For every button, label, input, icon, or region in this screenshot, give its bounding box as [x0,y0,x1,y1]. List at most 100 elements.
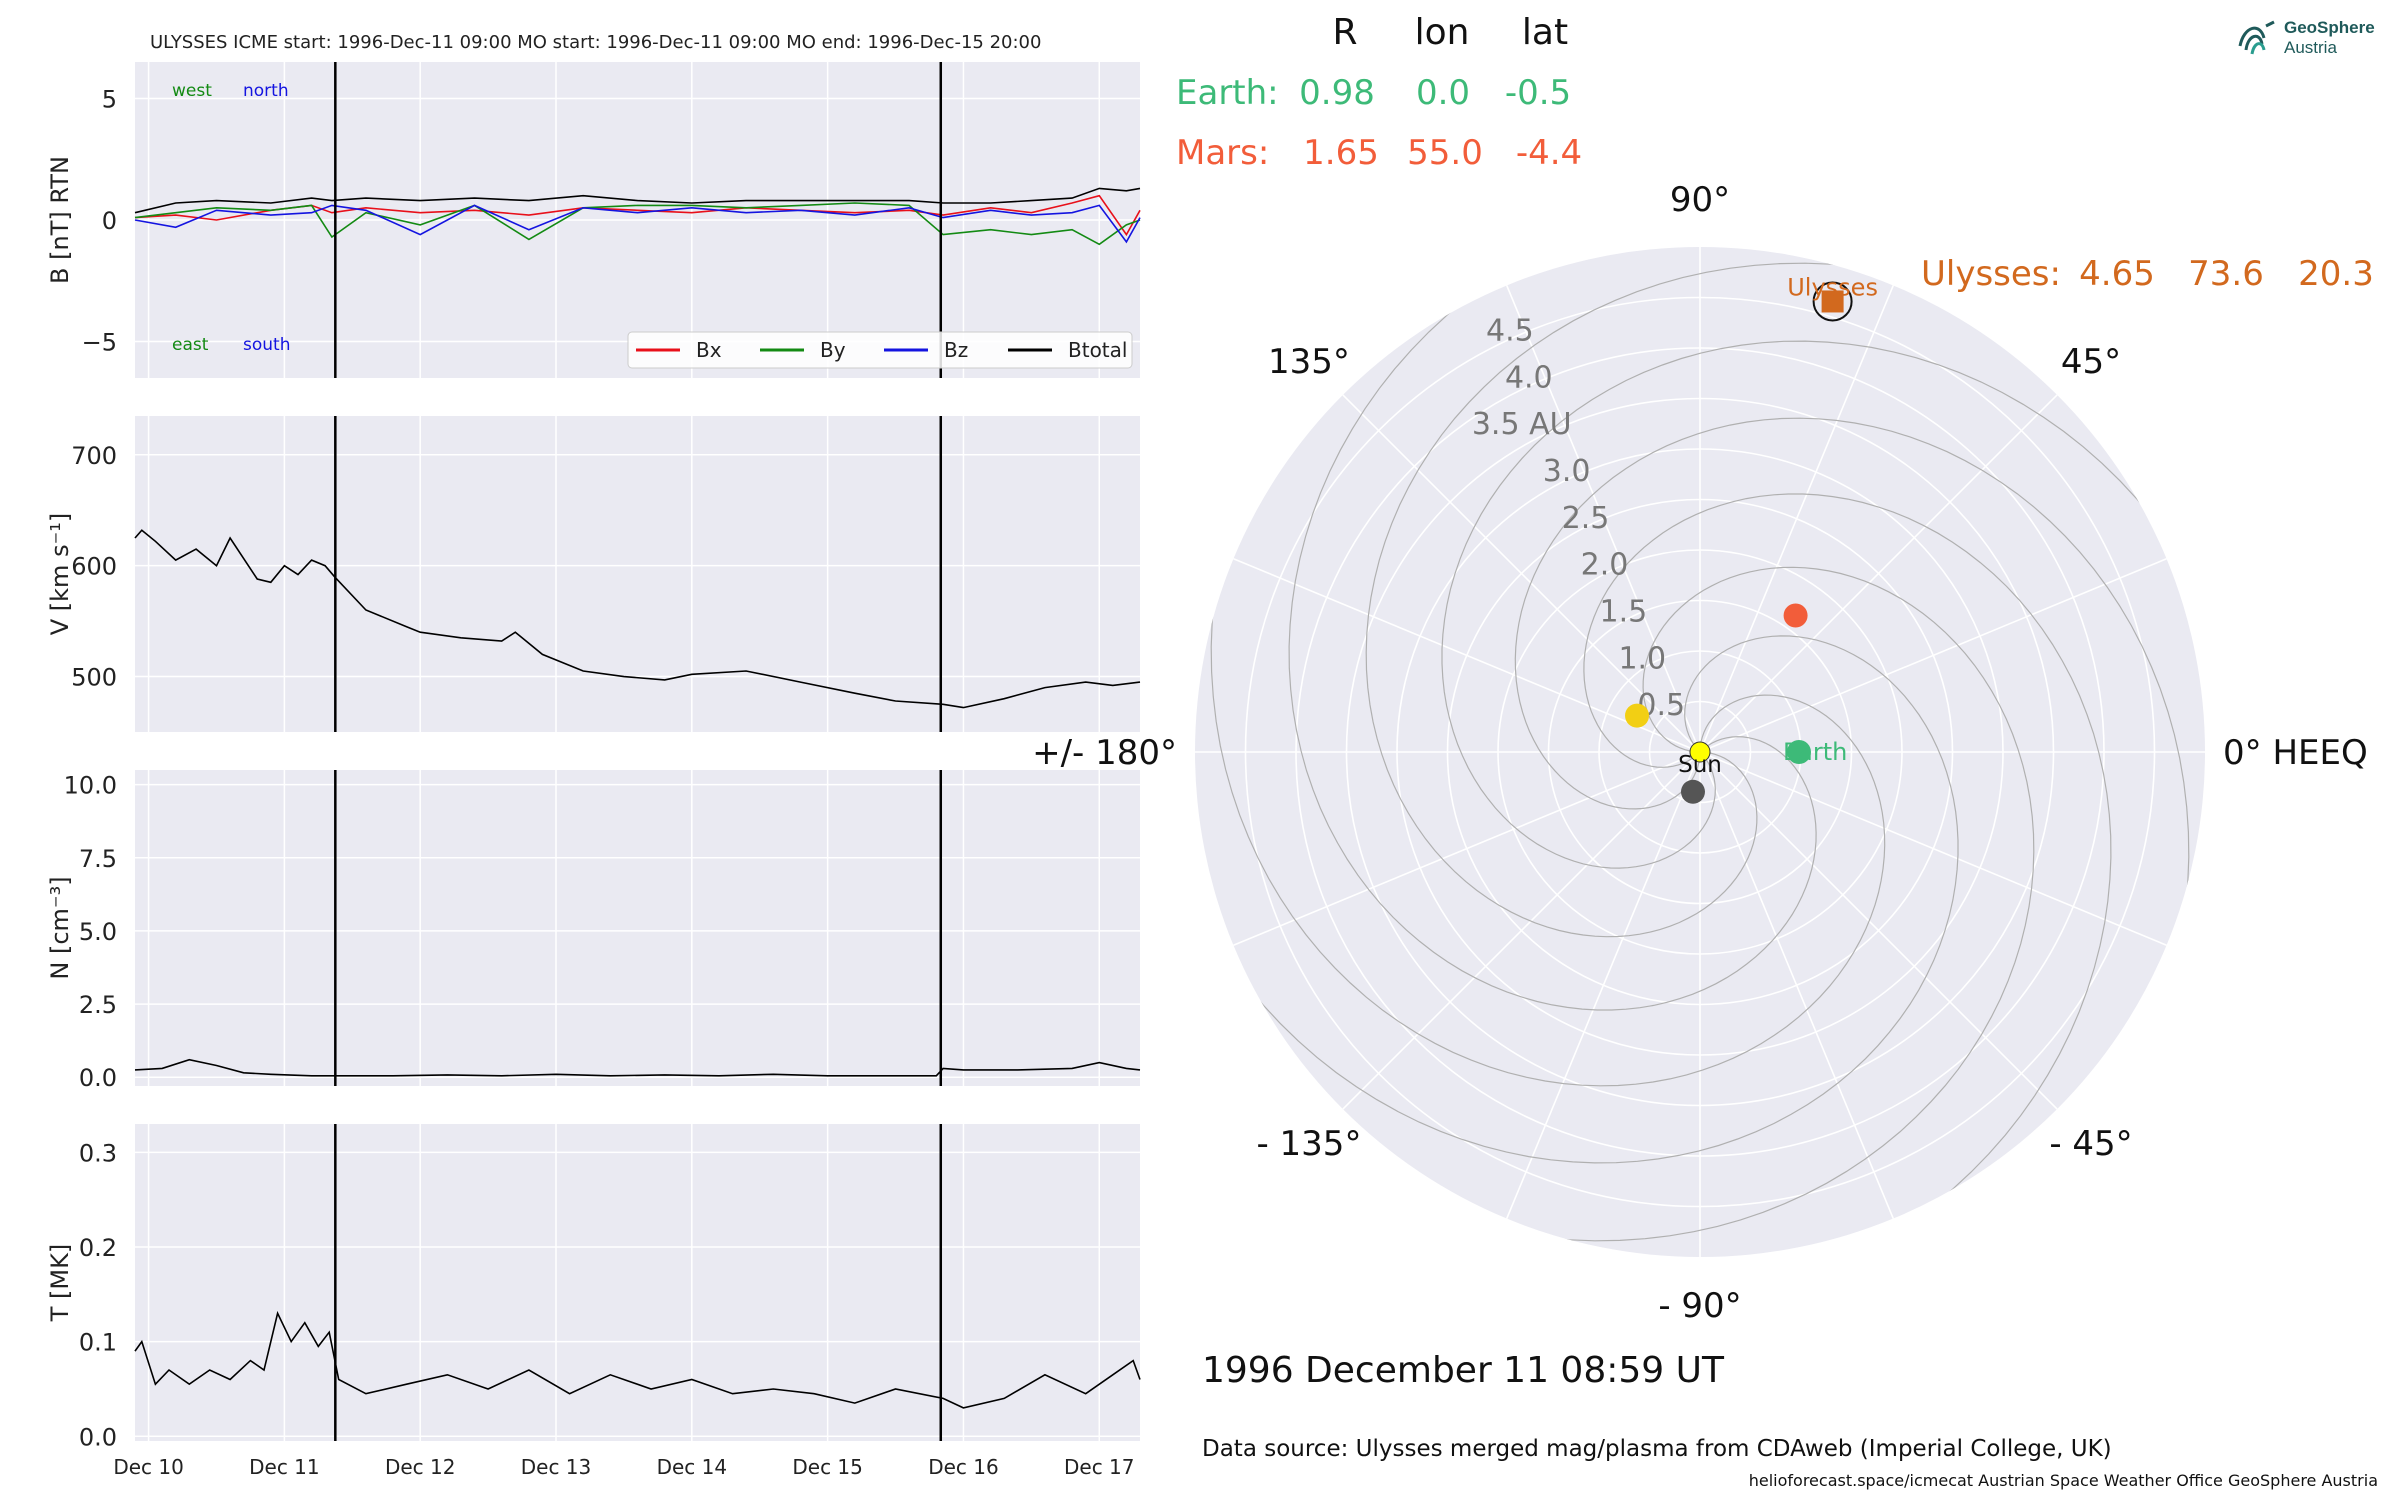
parker-spiral [1583,493,2112,1257]
y-tick-label: 0.1 [79,1329,117,1357]
r-tick-label: 1.5 [1600,595,1648,630]
x-tick-label: Dec 17 [1064,1455,1135,1479]
x-tick-label: Dec 11 [249,1455,320,1479]
table-cell-lon: 73.6 [2188,254,2264,294]
annotation-north: north [243,81,289,101]
table-cell-lat: -0.5 [1505,73,1571,113]
theta-label: - 90° [1658,1286,1741,1326]
density-panel-ylabel: N [cm⁻³] [46,876,74,979]
table-cell-r: 0.98 [1299,73,1375,113]
theta-label: - 45° [2049,1124,2132,1164]
parker-spiral [1365,566,2035,1242]
y-tick-label: 7.5 [79,845,117,873]
geosphere-logo-icon [2238,20,2275,55]
parker-spiral [1365,262,2035,938]
table-header-lat: lat [1522,12,1568,53]
y-tick-label: 0.0 [79,1423,117,1451]
legend-label-By: By [820,338,846,362]
y-tick-label: 600 [71,553,117,581]
theta-gridline [1699,558,2167,753]
series-Btotal [134,187,1141,214]
x-tick-label: Dec 14 [657,1455,728,1479]
theta-gridline [1342,394,1701,753]
table-cell-r: 4.65 [2079,254,2155,294]
x-tick-label: Dec 16 [928,1455,999,1479]
table-cell-lon: 55.0 [1407,133,1483,173]
annotation-east: east [172,335,209,355]
legend-label-Btotal: Btotal [1068,338,1127,362]
marker-Mars [1783,603,1808,628]
y-tick-label: −5 [82,329,117,357]
theta-gridline [1233,751,1701,946]
marker-label-Ulysses: Ulysses [1787,273,1878,301]
logo-line1: GeoSphere [2284,18,2375,37]
parker-spiral [1514,417,2190,1087]
marker-Venus [1625,703,1650,728]
theta-label: +/- 180° [1032,733,1177,773]
theta-gridline [1699,751,2167,946]
r-tick-label: 2.0 [1581,548,1629,583]
table-cell-lat: -4.4 [1516,133,1582,173]
table-row-name: Mars: [1176,133,1269,173]
date-text: 1996 December 11 08:59 UT [1202,1350,1725,1391]
series-V [134,529,1141,709]
table-cell-lat: 20.3 [2298,254,2374,294]
table-cell-lon: 0.0 [1416,73,1470,113]
y-tick-label: 5.0 [79,918,117,946]
table-row-name: Earth: [1176,73,1279,113]
theta-gridline [1699,751,1894,1219]
theta-gridline [1506,285,1701,753]
temperature-panel-background [135,1124,1140,1441]
temperature-panel-ylabel: T [MK] [46,1244,74,1322]
x-tick-label: Dec 12 [385,1455,456,1479]
legend-label-Bx: Bx [696,338,722,362]
r-tick-label: 4.0 [1505,360,1553,395]
theta-label: 45° [2061,342,2121,382]
y-tick-label: 5 [102,85,117,113]
marker-ring-Ulysses [1812,281,1853,322]
theta-label: 0° HEEQ [2223,733,2368,773]
y-tick-label: 0.0 [79,1064,117,1092]
footer-text: helioforecast.space/icmecat Austrian Spa… [1749,1471,2378,1490]
table-header-R: R [1332,12,1357,53]
table-header-lon: lon [1415,12,1470,53]
density-panel-background [135,770,1140,1086]
y-tick-label: 2.5 [79,991,117,1019]
r-tick-label: 3.5 AU [1472,407,1572,442]
marker-label-Earth: Earth [1783,738,1847,766]
theta-gridline [1342,751,1701,1110]
y-tick-label: 0.2 [79,1234,117,1262]
marker-label-Sun: Sun [1678,752,1722,778]
marker-Sun [1689,741,1711,763]
annotation-south: south [243,335,290,355]
logo-line2: Austria [2284,38,2337,57]
r-tick-label: 2.5 [1562,501,1610,536]
theta-label: 135° [1268,342,1350,382]
parker-spiral [1195,635,1959,1164]
series-N [134,1058,1141,1077]
r-tick-label: 1.0 [1618,641,1666,676]
series-Bz [134,204,1141,244]
theta-gridline [1699,394,2058,753]
y-tick-label: 0 [102,207,117,235]
y-tick-label: 0.3 [79,1139,117,1167]
x-tick-label: Dec 15 [792,1455,863,1479]
y-tick-label: 10.0 [64,772,117,800]
theta-label: 90° [1670,180,1730,220]
legend-label-Bz: Bz [944,338,968,362]
source-text: Data source: Ulysses merged mag/plasma f… [1202,1436,2112,1462]
magnetic-field-panel-ylabel: B [nT] RTN [46,156,74,284]
series-By [134,202,1141,246]
series-T [134,1310,1141,1409]
parker-spiral [1210,417,1886,1087]
marker-Earth [1786,740,1811,764]
theta-gridline [1699,751,2058,1110]
table-cell-r: 1.65 [1303,133,1379,173]
geosphere-logo: GeoSphere Austria [2234,12,2384,64]
parker-spiral [1288,247,1817,1011]
parker-spiral [1441,340,2205,869]
r-tick-label: 4.5 [1486,314,1534,349]
r-tick-label: 3.0 [1543,454,1591,489]
marker-Ulysses [1821,290,1844,313]
